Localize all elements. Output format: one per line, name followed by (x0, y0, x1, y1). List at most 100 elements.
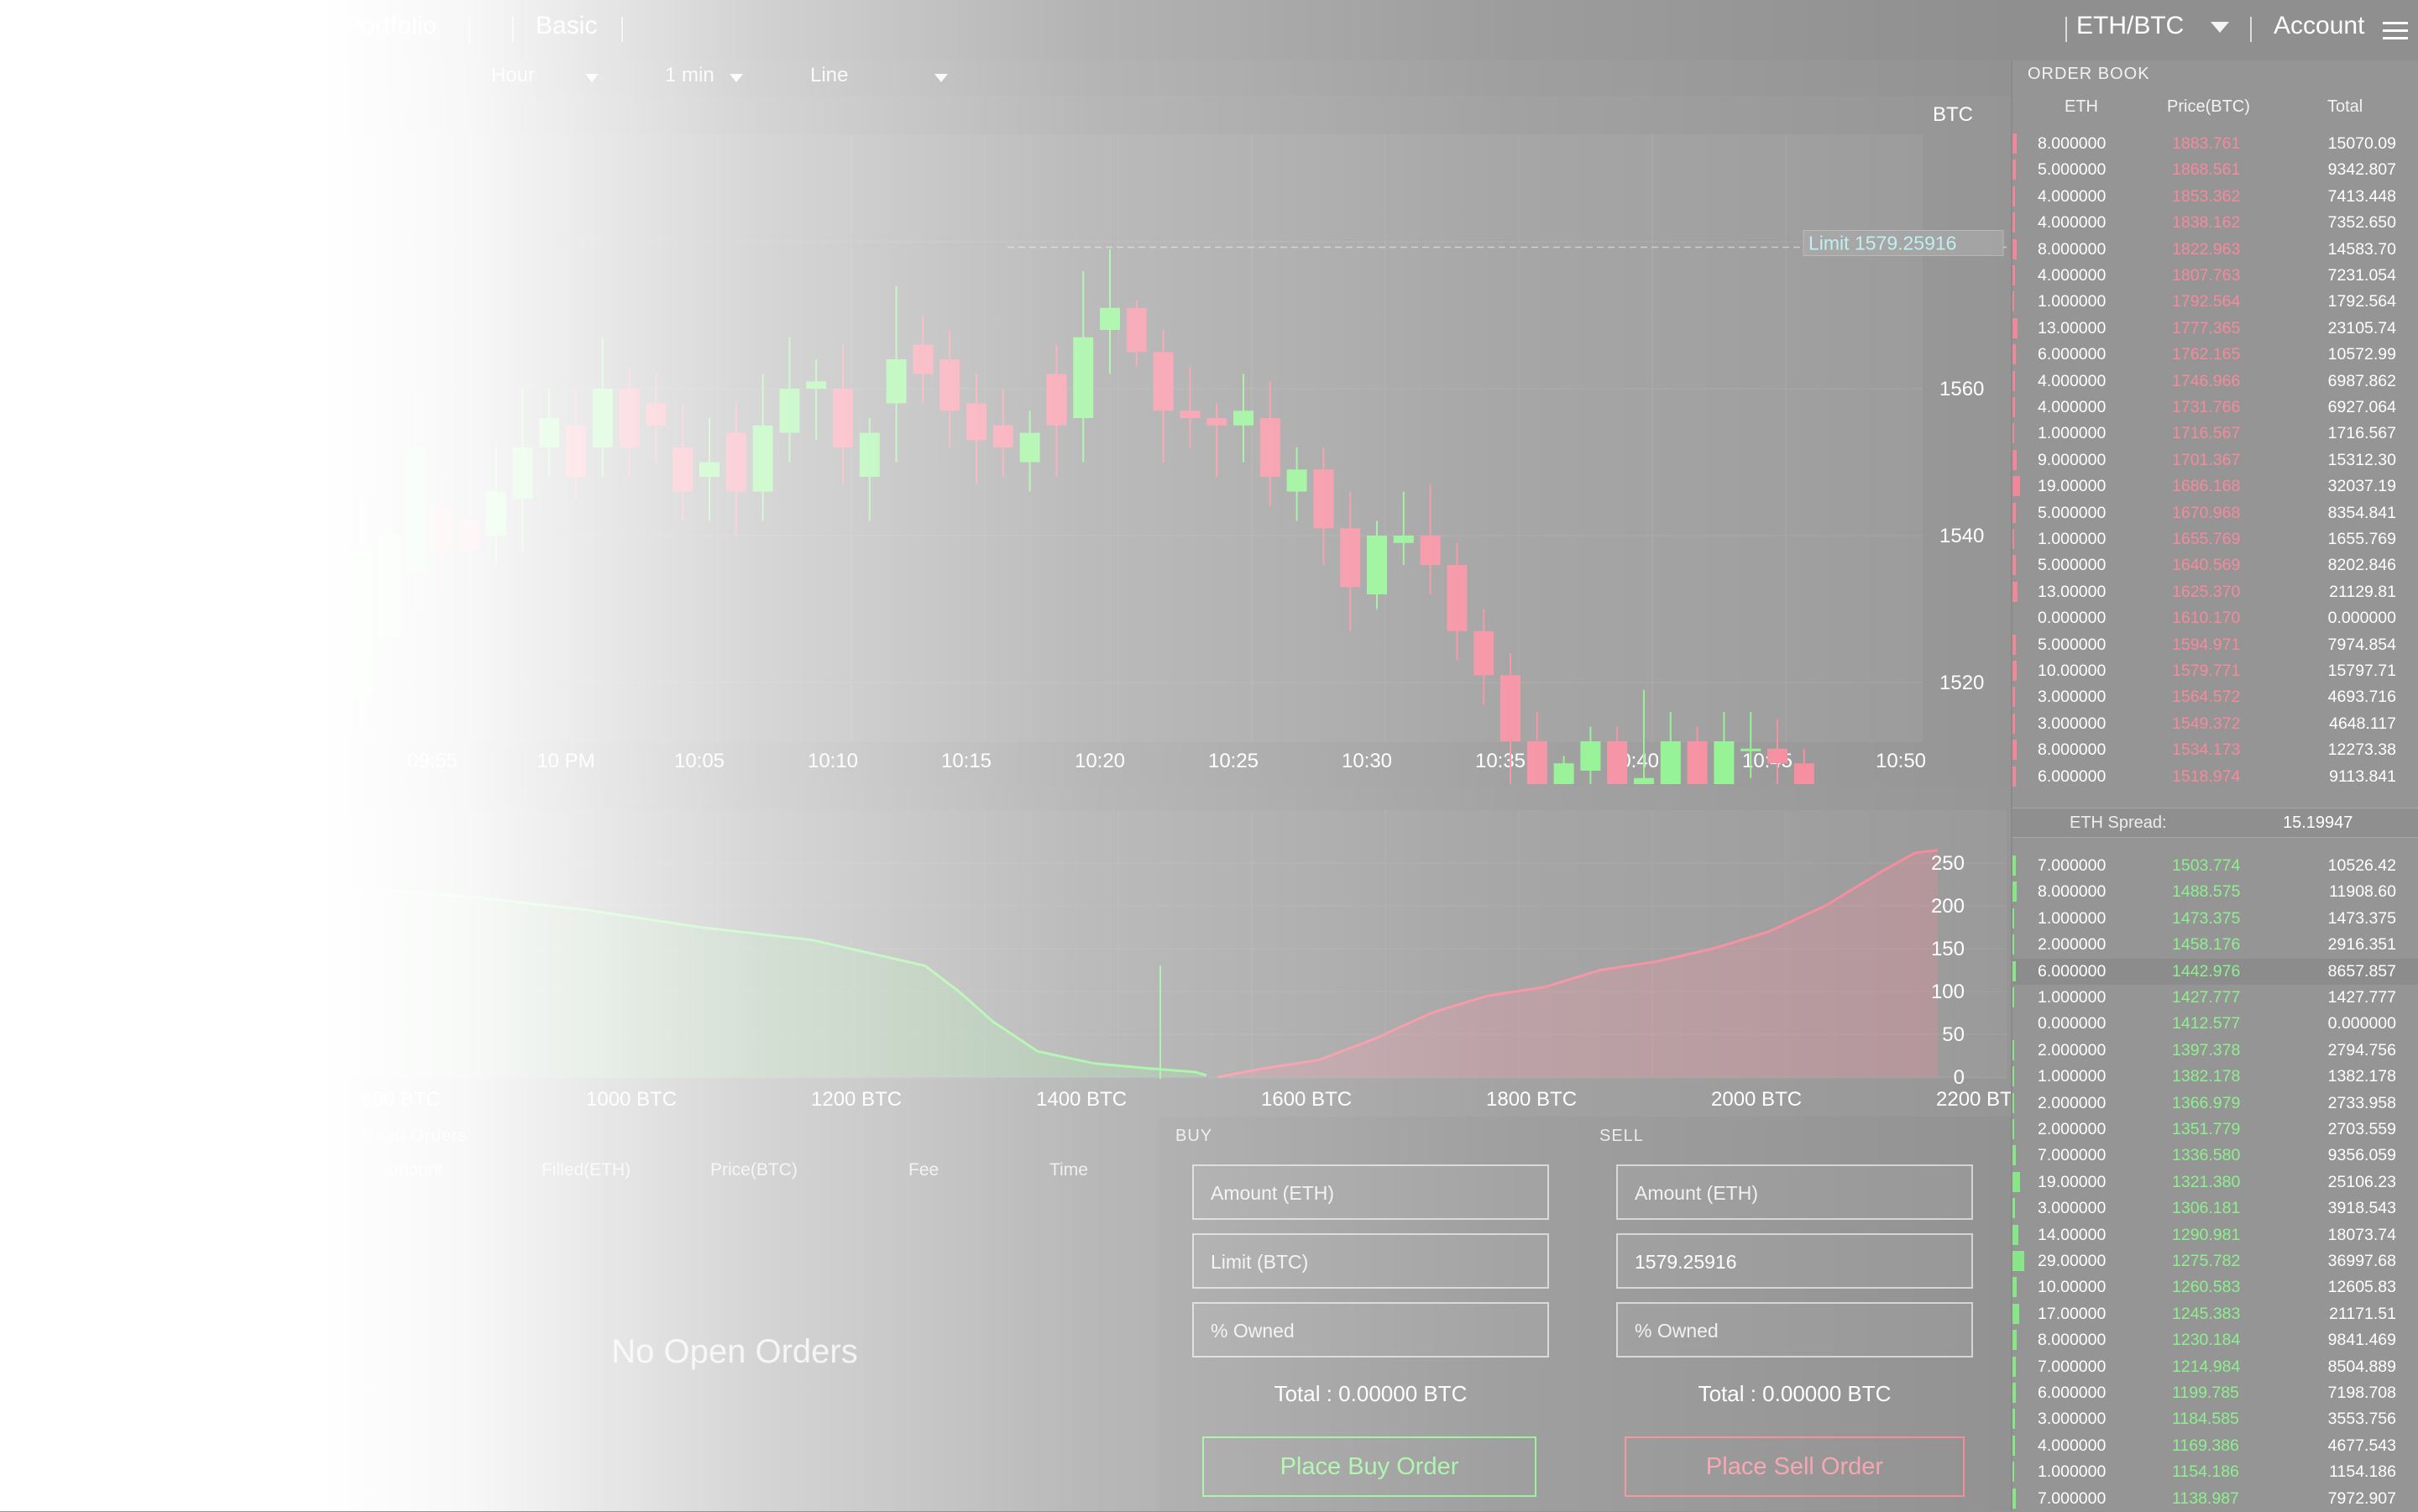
ask-row[interactable]: 8.000000 1883.761 15070.09 (2012, 131, 2418, 157)
depth-chart-svg[interactable]: 250 200 150 100 50 0 800 BTC 1000 BTC 1200 BTC 14… (0, 785, 2011, 1117)
depth-chart[interactable]: 250 200 150 100 50 0 800 BTC 1000 BTC 1200 BTC 14… (0, 785, 2011, 1117)
amount-cell: 7.000000 (2038, 856, 2107, 875)
bid-row[interactable]: 8.000000 1230.184 9841.469 (2012, 1327, 2418, 1353)
candle-body (1634, 777, 1654, 784)
ask-row[interactable]: 3.000000 1549.372 4648.117 (2012, 711, 2418, 737)
amount-cell: 19.00000 (2038, 477, 2107, 496)
y-tick-label: 100 (1931, 981, 1965, 1003)
ask-row[interactable]: 5.000000 1670.968 8354.841 (2012, 500, 2418, 526)
bid-row[interactable]: 29.00000 1275.782 36997.68 (2012, 1248, 2418, 1274)
x-tick-label: 10:50 (1876, 750, 1926, 772)
ask-row[interactable]: 1.000000 1655.769 1655.769 (2012, 526, 2418, 552)
sell-amount-input[interactable]: Amount (ETH) (1616, 1164, 1973, 1220)
bid-row[interactable]: 7.000000 1503.774 10526.42 (2012, 853, 2418, 879)
buy-amount-input[interactable]: Amount (ETH) (1192, 1164, 1549, 1220)
nav-portfolio[interactable]: Portfolio (344, 12, 437, 39)
sell-limit-input[interactable]: 1579.25916 (1616, 1233, 1973, 1289)
price-cell: 1868.561 (2172, 160, 2241, 180)
sell-owned-input[interactable]: % Owned (1616, 1302, 1973, 1358)
chart-style-dropdown[interactable]: Line (810, 64, 953, 91)
bid-row[interactable]: 19.00000 1321.380 25106.23 (2012, 1169, 2418, 1195)
total-cell: 4693.716 (2327, 688, 2396, 707)
ask-row[interactable]: 10.00000 1579.771 15797.71 (2012, 658, 2418, 684)
total-cell: 7974.854 (2327, 635, 2396, 654)
ask-row[interactable]: 1.000000 1716.567 1716.567 (2012, 421, 2418, 447)
total-cell: 7352.650 (2327, 213, 2396, 233)
ask-row[interactable]: 8.000000 1534.173 12273.38 (2012, 737, 2418, 763)
ask-row[interactable]: 4.000000 1853.362 7413.448 (2012, 184, 2418, 210)
chevron-down-icon[interactable] (2211, 22, 2229, 33)
x-tick-label: 10:35 (1475, 750, 1526, 772)
bid-row[interactable]: 3.000000 1306.181 3918.543 (2012, 1195, 2418, 1222)
place-sell-order-button[interactable]: Place Sell Order (1625, 1436, 1965, 1497)
bid-row[interactable]: 7.000000 1138.987 7972.907 (2012, 1486, 2418, 1512)
y-tick-label: 200 (1931, 895, 1965, 918)
candle-body (1447, 565, 1468, 631)
ask-row[interactable]: 9.000000 1701.367 15312.30 (2012, 447, 2418, 473)
bid-row[interactable]: 17.00000 1245.383 21171.51 (2012, 1301, 2418, 1327)
bid-row[interactable]: 14.00000 1290.981 18073.74 (2012, 1222, 2418, 1248)
ask-row[interactable]: 4.000000 1807.763 7231.054 (2012, 263, 2418, 289)
price-cell: 1427.777 (2172, 988, 2241, 1007)
bid-depth-bar (2012, 1462, 2015, 1483)
bid-row[interactable]: 6.000000 1442.976 8657.857 (2012, 958, 2418, 985)
amount-cell: 6.000000 (2038, 961, 2107, 981)
bid-row[interactable]: 0.000000 1412.577 0.000000 (2012, 1011, 2418, 1037)
ask-depth-bar (2012, 160, 2016, 180)
account-menu[interactable]: Account (2274, 12, 2365, 39)
price-cell: 1822.963 (2172, 239, 2241, 259)
hamburger-menu-icon[interactable] (2383, 20, 2408, 40)
ask-row[interactable]: 4.000000 1731.766 6927.064 (2012, 395, 2418, 421)
ask-row[interactable]: 8.000000 1822.963 14583.70 (2012, 237, 2418, 263)
bid-row[interactable]: 1.000000 1382.178 1382.178 (2012, 1064, 2418, 1090)
bid-row[interactable]: 4.000000 1169.386 4677.543 (2012, 1433, 2418, 1459)
bid-row[interactable]: 8.000000 1488.575 11908.60 (2012, 879, 2418, 905)
candle-body (1367, 536, 1387, 594)
price-cell: 1199.785 (2172, 1384, 2239, 1402)
price-cell: 1473.375 (2172, 908, 2241, 928)
ask-row[interactable]: 13.00000 1625.370 21129.81 (2012, 579, 2418, 605)
ask-row[interactable]: 6.000000 1518.974 9113.841 (2012, 764, 2418, 790)
ask-row[interactable]: 1.000000 1792.564 1792.564 (2012, 289, 2418, 315)
ask-row[interactable]: 5.000000 1868.561 9342.807 (2012, 157, 2418, 183)
ask-row[interactable]: 0.000000 1610.170 0.000000 (2012, 605, 2418, 631)
bid-row[interactable]: 2.000000 1397.378 2794.756 (2012, 1038, 2418, 1064)
pair-selector[interactable]: ETH/BTC (2076, 12, 2185, 39)
place-buy-order-button[interactable]: Place Buy Order (1202, 1436, 1536, 1497)
ask-row[interactable]: 5.000000 1640.569 8202.846 (2012, 552, 2418, 578)
bid-row[interactable]: 1.000000 1473.375 1473.375 (2012, 906, 2418, 932)
price-cell: 1838.162 (2172, 213, 2241, 233)
bid-row[interactable]: 3.000000 1184.585 3553.756 (2012, 1406, 2418, 1432)
total-cell: 3918.543 (2327, 1199, 2396, 1218)
price-chart[interactable]: BTC 1560 1540 1520 09:55 10 PM 10:05 10:10 10:15… (0, 96, 2011, 784)
bid-row[interactable]: 2.000000 1351.779 2703.559 (2012, 1117, 2418, 1143)
bid-row[interactable]: 7.000000 1336.580 9356.059 (2012, 1143, 2418, 1169)
nav-basic[interactable]: Basic (536, 12, 598, 39)
buy-limit-input[interactable]: Limit (BTC) (1192, 1233, 1549, 1289)
ask-row[interactable]: 19.00000 1686.168 32037.19 (2012, 473, 2418, 500)
candle-body (725, 432, 746, 492)
bid-row[interactable]: 7.000000 1214.984 8504.889 (2012, 1354, 2418, 1380)
bid-row[interactable]: 1.000000 1154.186 1154.186 (2012, 1459, 2418, 1485)
ask-row[interactable]: 6.000000 1762.165 10572.99 (2012, 342, 2418, 368)
bid-row[interactable]: 10.00000 1260.583 12605.83 (2012, 1274, 2418, 1300)
candlestick-chart-svg[interactable]: BTC 1560 1540 1520 09:55 10 PM 10:05 10:10 10:15… (0, 96, 2011, 784)
bid-row[interactable]: 6.000000 1199.785 7198.708 (2012, 1380, 2418, 1406)
amount-cell: 2.000000 (2038, 1120, 2107, 1138)
ask-row[interactable]: 5.000000 1594.971 7974.854 (2012, 632, 2418, 658)
ask-row[interactable]: 4.000000 1746.966 6987.862 (2012, 369, 2418, 395)
price-cell: 1594.971 (2172, 635, 2241, 654)
total-cell: 7231.054 (2327, 266, 2396, 285)
ask-row[interactable]: 3.000000 1564.572 4693.716 (2012, 684, 2418, 710)
candle-size-dropdown[interactable]: 1 min (665, 64, 757, 91)
interval-dropdown[interactable]: Hour (491, 64, 600, 91)
bid-row[interactable]: 2.000000 1458.176 2916.351 (2012, 932, 2418, 958)
ask-depth-bar (2012, 766, 2017, 787)
bid-row[interactable]: 1.000000 1427.777 1427.777 (2012, 985, 2418, 1011)
buy-owned-placeholder: % Owned (1211, 1320, 1295, 1342)
ask-row[interactable]: 4.000000 1838.162 7352.650 (2012, 210, 2418, 236)
bid-depth-bar (2012, 1435, 2016, 1456)
bid-row[interactable]: 2.000000 1366.979 2733.958 (2012, 1091, 2418, 1117)
ask-row[interactable]: 13.00000 1777.365 23105.74 (2012, 316, 2418, 342)
buy-owned-input[interactable]: % Owned (1192, 1302, 1549, 1358)
